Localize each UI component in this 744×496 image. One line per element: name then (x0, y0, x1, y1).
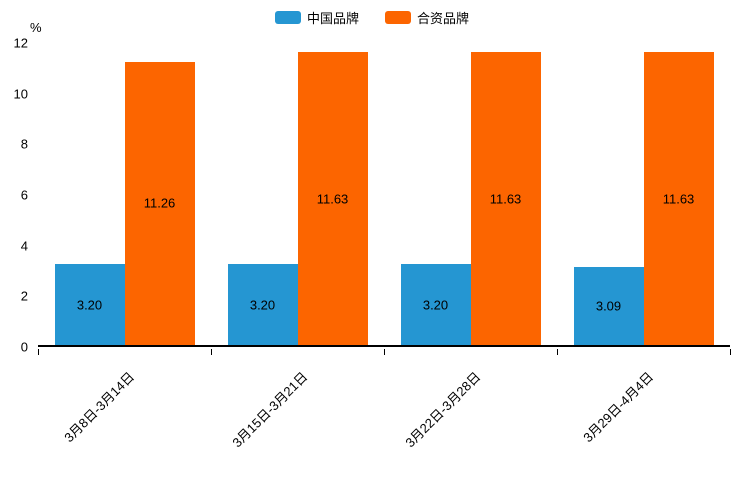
y-axis-unit-label: % (30, 20, 42, 35)
bar-value-label: 3.20 (249, 297, 276, 313)
legend-item-china-brand[interactable]: 中国品牌 (274, 8, 359, 27)
x-axis-tick (384, 349, 385, 355)
x-axis-tick (38, 349, 39, 355)
bar-series1-cat0[interactable]: 11.26 (124, 61, 195, 345)
bar-group-3: 3.09 11.63 (557, 43, 730, 345)
plot-area: 3.20 11.26 3.20 11.63 3.20 11.63 3.09 11.63 (38, 43, 730, 347)
bar-series1-cat2[interactable]: 11.63 (470, 52, 541, 345)
bar-series0-cat1[interactable]: 3.20 (227, 264, 298, 345)
y-tick-label: 2 (20, 288, 28, 304)
legend: 中国品牌 合资品牌 (0, 8, 744, 27)
x-tick-label: 3月22日-3月28日 (402, 369, 484, 451)
bar-series0-cat0[interactable]: 3.20 (54, 264, 125, 345)
y-tick-label: 12 (13, 35, 28, 51)
y-tick-label: 0 (20, 339, 28, 355)
x-axis-tick (211, 349, 212, 355)
bar-value-label: 11.26 (143, 195, 176, 211)
x-tick-label: 3月8日-3月14日 (61, 369, 138, 446)
y-axis: 0 2 4 6 8 10 12 (0, 36, 32, 355)
x-tick-label: 3月29日-4月4日 (580, 369, 657, 446)
bar-series0-cat3[interactable]: 3.09 (573, 267, 644, 345)
bar-value-label: 3.09 (595, 298, 622, 314)
bar-series0-cat2[interactable]: 3.20 (400, 264, 471, 345)
y-tick-label: 10 (13, 86, 28, 102)
x-axis-tick (730, 349, 731, 355)
bar-value-label: 3.20 (76, 297, 103, 313)
legend-swatch-china-brand (274, 11, 301, 24)
legend-label-joint-venture-brand: 合资品牌 (417, 11, 470, 26)
bar-value-label: 3.20 (422, 297, 449, 313)
legend-item-joint-venture-brand[interactable]: 合资品牌 (385, 8, 469, 27)
legend-swatch-joint-venture-brand (385, 11, 411, 24)
bar-group-2: 3.20 11.63 (384, 43, 557, 345)
y-tick-label: 8 (20, 136, 28, 152)
x-tick-label: 3月15日-3月21日 (229, 369, 311, 451)
x-axis-labels: 3月8日-3月14日 3月15日-3月21日 3月22日-3月28日 3月29日-4月… (38, 355, 730, 490)
legend-label-china-brand: 中国品牌 (306, 11, 359, 26)
x-axis-ticks (38, 349, 731, 355)
y-tick-label: 4 (20, 238, 28, 254)
y-tick-label: 6 (20, 187, 28, 203)
bar-series1-cat1[interactable]: 11.63 (297, 52, 368, 345)
bar-series1-cat3[interactable]: 11.63 (643, 52, 714, 345)
bar-value-label: 11.63 (489, 191, 522, 207)
plot-wrap: 3.20 11.26 3.20 11.63 3.20 11.63 3.09 11.63 (38, 43, 730, 347)
bar-group-0: 3.20 11.26 (38, 43, 211, 345)
bar-group-1: 3.20 11.63 (211, 43, 384, 345)
x-axis-tick (557, 349, 558, 355)
bar-value-label: 11.63 (316, 191, 349, 207)
bar-value-label: 11.63 (662, 191, 695, 207)
